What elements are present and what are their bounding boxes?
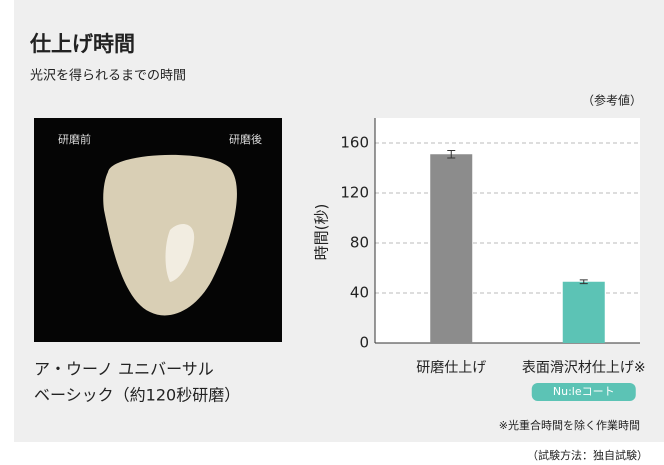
title: 仕上げ時間	[29, 32, 135, 56]
page: 仕上げ時間 光沢を得られるまでの時間 （参考値） 研磨前 研磨後 ア・ウーノ ユ…	[0, 0, 664, 465]
method: （試験方法：独自試験）	[527, 448, 648, 462]
x-tick-label: 表面滑沢材仕上げ※	[522, 359, 646, 376]
y-tick-label: 40	[350, 284, 369, 302]
bar	[563, 282, 605, 343]
y-tick-label: 0	[359, 334, 369, 352]
y-tick-label: 80	[350, 234, 369, 252]
bar	[430, 154, 472, 343]
photo-label: 研磨前	[58, 132, 91, 146]
subtitle: 光沢を得られるまでの時間	[30, 68, 186, 84]
note: （参考値）	[582, 93, 642, 108]
y-axis-label: 時間(秒)	[313, 204, 331, 261]
badge-label: Nu:leコート	[553, 385, 615, 398]
caption: ベーシック（約120秒研磨）	[34, 386, 240, 405]
photo-label: 研磨後	[229, 132, 262, 146]
caption: ア・ウーノ ユニバーサル	[34, 360, 214, 379]
y-tick-label: 120	[340, 184, 369, 202]
footnote: ※光重合時間を除く作業時間	[499, 418, 640, 432]
x-tick-label: 研磨仕上げ	[416, 360, 486, 376]
y-tick-label: 160	[340, 134, 369, 152]
